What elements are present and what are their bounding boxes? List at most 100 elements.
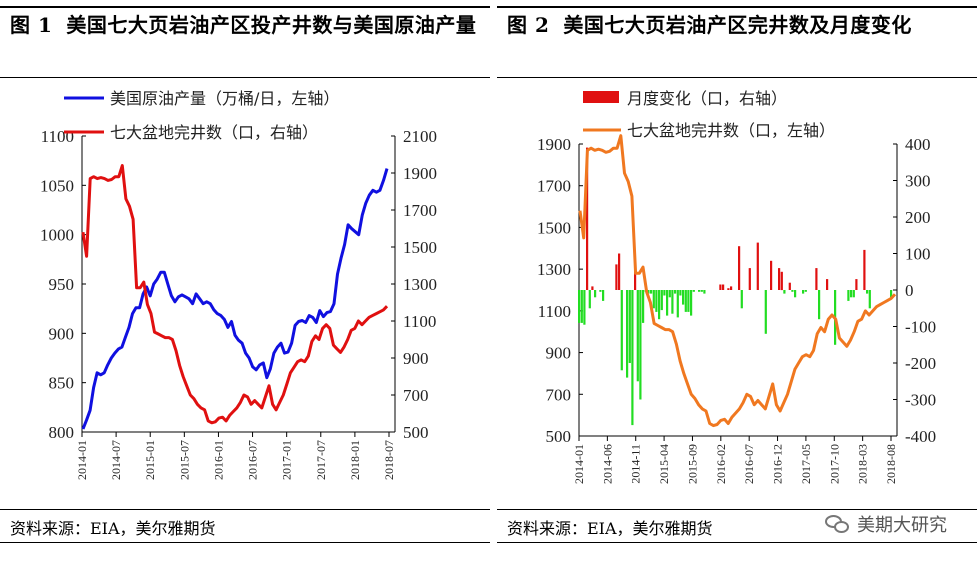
bar-negative (783, 290, 786, 294)
top-rule (0, 6, 490, 8)
bar-negative (764, 290, 767, 334)
bar-positive (615, 264, 618, 290)
bar-positive (863, 249, 866, 290)
bar-negative (679, 290, 682, 296)
bar-negative (868, 290, 871, 309)
completed-wells-line (81, 164, 389, 425)
bar-negative (628, 290, 631, 363)
x-tick-label: 2017-07 (314, 440, 328, 480)
bar-positive (586, 147, 589, 290)
left-tick-label: 1500 (537, 218, 571, 237)
chart-1: 1100 1050 1000 950 900 850 800 2100 1900 1700 1500… (40, 89, 437, 480)
x-tick-label: 2018-08 (884, 444, 898, 484)
left-tick-label: 900 (49, 324, 75, 343)
x-tick-label: 2016-07 (246, 440, 260, 480)
bar-negative (847, 290, 850, 301)
bar-positive (722, 284, 725, 290)
right-tick-label: 1900 (403, 164, 437, 183)
legend-label: 七大盆地完井数（口，左轴） (627, 121, 835, 140)
bar-negative (647, 290, 650, 294)
bar-negative (658, 290, 661, 320)
bar-negative (655, 290, 658, 312)
left-tick-label: 500 (546, 427, 572, 446)
bar-negative (687, 290, 690, 312)
crude-production-line (81, 168, 389, 430)
x-tick-label: 2015-09 (685, 444, 699, 484)
bar-negative (652, 290, 655, 309)
title-rule (0, 77, 490, 78)
x-tick-label: 2015-01 (143, 440, 157, 480)
x-tick-label: 2014-01 (75, 440, 89, 480)
x-tick-label: 2014-06 (600, 444, 614, 484)
right-tick-label: 1300 (403, 275, 437, 294)
bar-positive (770, 260, 773, 290)
x-tick-label: 2018-07 (382, 440, 396, 480)
bar-negative (818, 290, 821, 320)
bar-negative (674, 290, 677, 294)
right-tick-label: 1100 (403, 312, 436, 331)
figure-2-title: 图 2 美国七大页岩油产区完井数及月度变化 (507, 11, 971, 39)
left-tick-label: 1100 (41, 127, 74, 146)
bar-positive (727, 288, 730, 290)
bar-negative (626, 290, 629, 378)
source-rule (0, 509, 490, 510)
figure-2-source: 资料来源：EIA，美尔雅期货 (507, 519, 713, 538)
right-tick-label: 700 (403, 386, 429, 405)
bar-negative (802, 290, 805, 294)
bar-positive (826, 279, 829, 290)
right-tick-label: 100 (905, 245, 931, 264)
x-tick-label: 2017-10 (827, 444, 841, 484)
bar-negative (666, 290, 669, 316)
left-tick-label: 800 (49, 423, 75, 442)
bar-negative (650, 290, 653, 294)
legend-label: 七大盆地完井数（口，右轴） (110, 123, 318, 142)
bar-negative (668, 290, 671, 298)
bar-negative (791, 290, 794, 292)
right-tick-label: -100 (905, 318, 936, 337)
bar-negative (682, 290, 685, 305)
right-tick-label: 1700 (403, 201, 437, 220)
left-tick-label: 900 (546, 344, 572, 363)
bar-negative (594, 290, 597, 298)
legend-swatch (583, 91, 619, 103)
bar-negative (740, 290, 743, 309)
bar-negative (700, 290, 703, 292)
bar-negative (804, 290, 807, 292)
chart-2: 1900 1700 1500 1300 1100 900 700 500 400 300 200 10… (537, 89, 936, 484)
bar-negative (703, 290, 706, 294)
right-tick-label: 500 (403, 423, 429, 442)
bar-negative (850, 290, 853, 298)
x-tick-label: 2014-07 (109, 440, 123, 480)
figure-2: 图 2 美国七大页岩油产区完井数及月度变化 1900 1700 1500 1300 110… (497, 0, 977, 563)
bar-positive (634, 264, 637, 290)
figure-1-number: 图 1 (10, 13, 53, 37)
bar-negative (599, 290, 602, 292)
x-tick-label: 2016-01 (211, 440, 225, 480)
right-tick-label: -400 (905, 427, 936, 446)
figure-1-title-text: 美国七大页岩油产区投产井数与美国原油产量 (66, 13, 477, 37)
figure-1: 图 1 美国七大页岩油产区投产井数与美国原油产量 1100 1050 1000 950 9… (0, 6, 490, 543)
wechat-icon (825, 514, 851, 534)
bar-negative (620, 290, 623, 371)
bar-negative (676, 290, 679, 318)
figure-2-title-text: 美国七大页岩油产区完井数及月度变化 (563, 13, 912, 37)
x-tick-label: 2015-07 (177, 440, 191, 480)
x-tick-label: 2016-07 (742, 444, 756, 484)
x-tick-label: 2018-01 (348, 440, 362, 480)
bar-negative (642, 290, 645, 323)
bar-negative (578, 290, 581, 323)
top-rule (497, 6, 977, 8)
bar-positive (618, 253, 621, 290)
x-tick-label: 2015-04 (657, 444, 671, 484)
bar-positive (730, 286, 733, 290)
bar-positive (738, 246, 741, 290)
figure-2-number: 图 2 (507, 13, 550, 37)
title-rule (497, 77, 977, 78)
bar-negative (684, 290, 687, 312)
bar-negative (698, 290, 701, 292)
left-tick-label: 850 (49, 374, 75, 393)
figure-1-title: 图 1 美国七大页岩油产区投产井数与美国原油产量 (10, 11, 484, 39)
bar-negative (636, 290, 639, 382)
left-tick-label: 1000 (40, 226, 74, 245)
legend-label: 月度变化（口，右轴） (627, 89, 787, 108)
